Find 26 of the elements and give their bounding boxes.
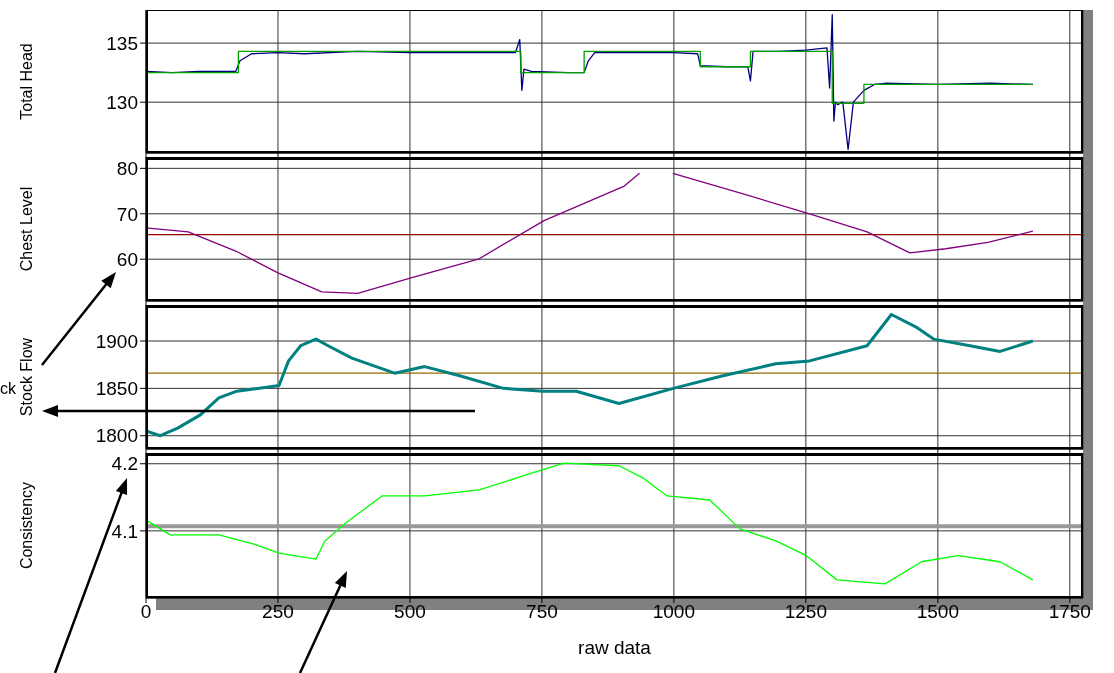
x-tick-label: 500 xyxy=(394,601,426,623)
x-tick-label: 0 xyxy=(140,601,152,623)
x-tick-label: 1250 xyxy=(784,601,827,623)
y-axis-title: Total Head xyxy=(17,43,35,120)
y-tick-label: 1900 xyxy=(95,330,138,352)
y-tick-label: 1850 xyxy=(95,378,138,400)
x-tick-label: 1750 xyxy=(1048,601,1091,623)
y-tick-label: 130 xyxy=(106,91,138,113)
y-tick-label: 135 xyxy=(106,32,138,54)
x-tick-label: 250 xyxy=(262,601,294,623)
y-tick-label: 60 xyxy=(116,248,138,270)
x-tick-label: 1000 xyxy=(652,601,696,623)
y-axis-title: Consistency xyxy=(17,481,35,570)
line-series xyxy=(146,312,1035,438)
y-tick-label: 1800 xyxy=(95,425,138,447)
y-axis-title: Stock Flow xyxy=(17,337,35,417)
x-axis-title: raw data xyxy=(578,637,652,658)
y-tick-label: 70 xyxy=(116,203,138,225)
x-tick-label: 750 xyxy=(526,601,558,623)
y-tick-label: 80 xyxy=(116,158,138,180)
x-tick-label: 1500 xyxy=(916,601,959,623)
y-tick-label: 4.1 xyxy=(111,520,138,542)
y-tick-label: 4.2 xyxy=(111,453,138,475)
y-axis-title: Chest Level xyxy=(17,186,35,272)
text: ck xyxy=(0,380,16,398)
line-series xyxy=(146,462,1034,585)
